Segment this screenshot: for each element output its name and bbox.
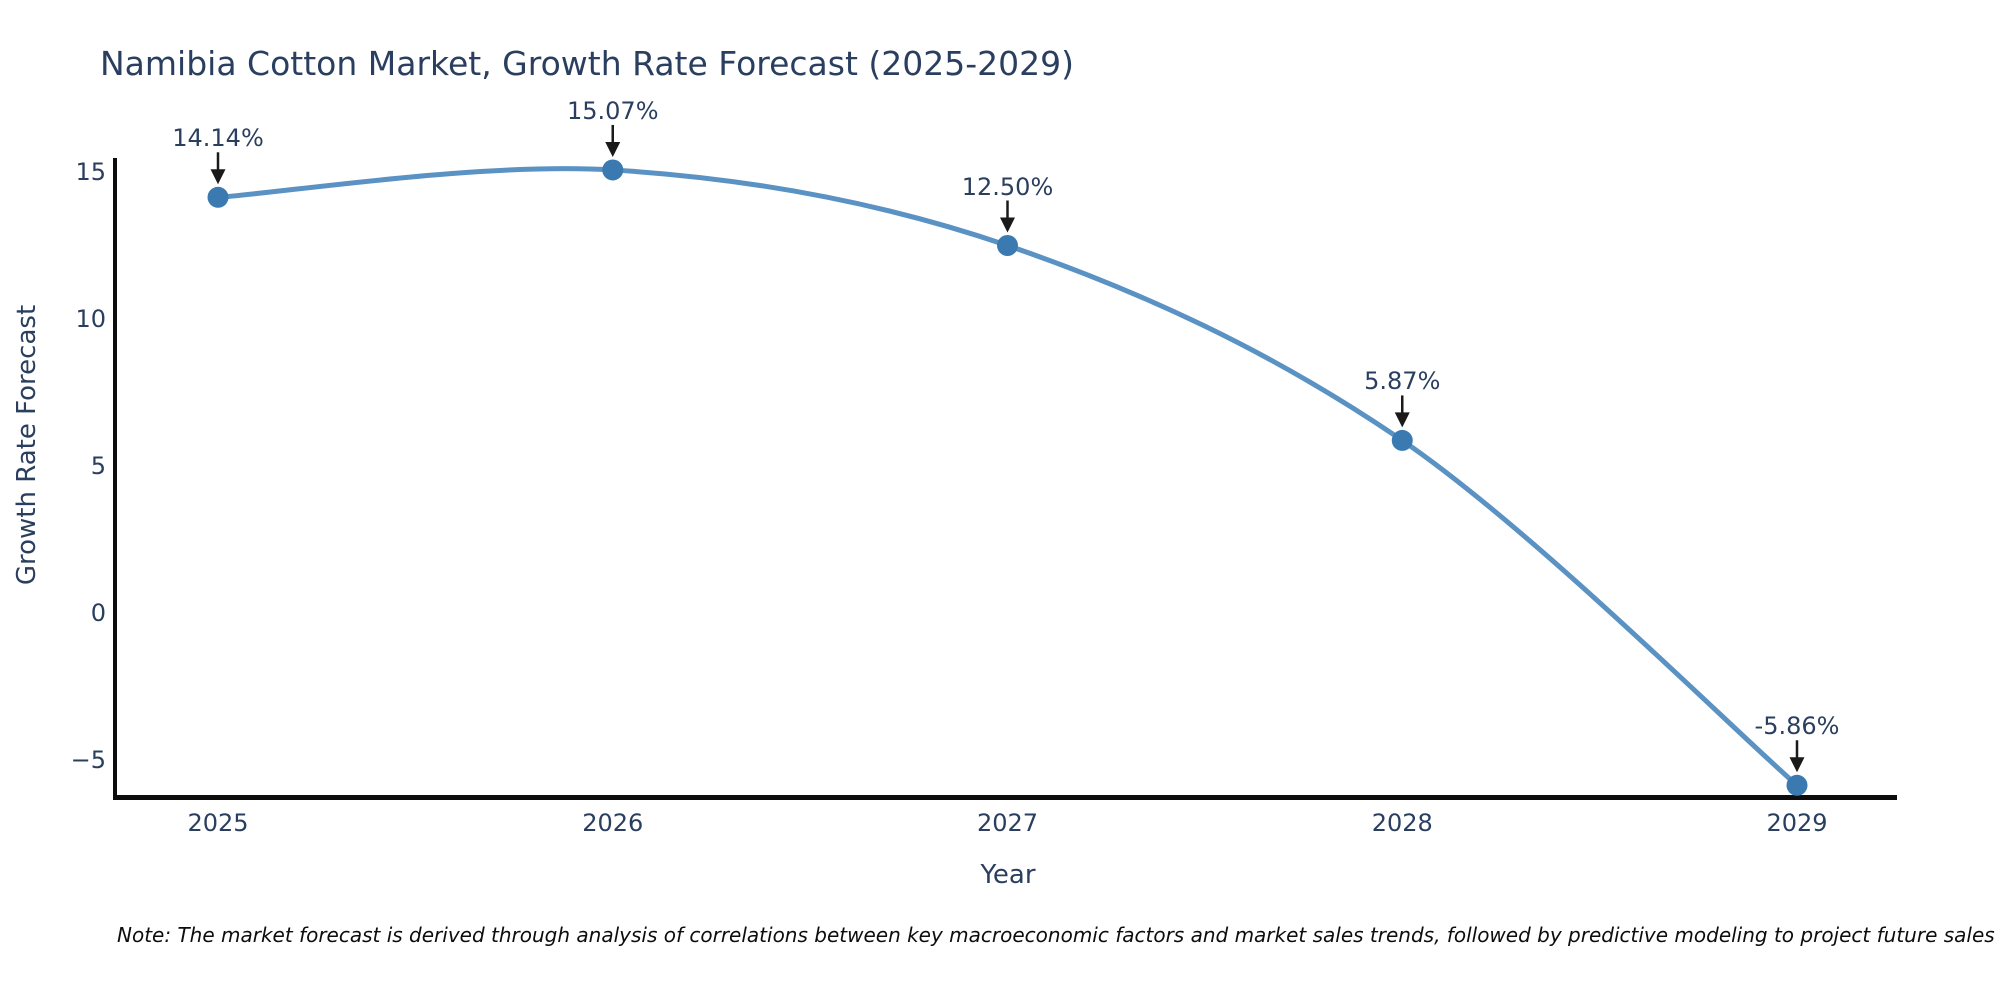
data-point-marker[interactable]	[602, 159, 624, 181]
annotation-arrowhead	[1000, 217, 1015, 233]
annotation-arrowhead	[605, 141, 621, 157]
y-tick-label: 10	[75, 305, 106, 333]
annotation-arrowhead	[210, 169, 226, 185]
annotation-label: 15.07%	[566, 96, 659, 125]
chart-footnote: Note: The market forecast is derived thr…	[117, 923, 1995, 947]
x-tick-label: 2029	[1766, 809, 1828, 837]
forecast-line	[215, 166, 1800, 788]
y-tick-label: 15	[75, 158, 106, 186]
data-point-marker[interactable]	[1786, 774, 1808, 796]
data-point-marker[interactable]	[997, 235, 1018, 256]
chart-title: Namibia Cotton Market, Growth Rate Forec…	[100, 44, 1075, 83]
x-tick-label: 2026	[582, 809, 644, 837]
y-tick-label: −5	[70, 746, 106, 774]
data-point-marker[interactable]	[1391, 429, 1413, 451]
annotation-label: 5.87%	[1364, 367, 1441, 396]
y-tick-label: 5	[90, 452, 106, 480]
x-axis-line	[113, 795, 1897, 800]
y-axis-title: Growth Rate Forecast	[12, 304, 42, 586]
x-axis-title: Year	[980, 860, 1036, 890]
y-tick-label: 0	[90, 599, 106, 627]
x-tick-label: 2028	[1371, 809, 1433, 837]
x-tick-label: 2027	[976, 809, 1039, 837]
x-tick-label: 2025	[187, 809, 249, 837]
annotation-label: 14.14%	[172, 124, 264, 153]
y-axis-line	[113, 158, 117, 800]
annotation-arrowhead	[1394, 412, 1410, 428]
annotation-label: -5.86%	[1754, 712, 1840, 741]
data-point-marker[interactable]	[207, 186, 229, 208]
annotation-arrowhead	[1789, 757, 1805, 773]
annotation-label: 12.50%	[961, 172, 1054, 201]
